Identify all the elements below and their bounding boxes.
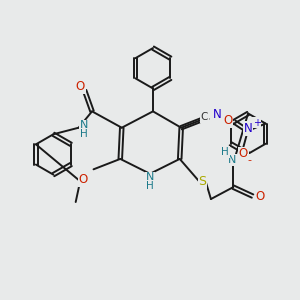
Text: +: + (253, 118, 261, 128)
Text: N: N (227, 155, 236, 165)
Text: H: H (221, 147, 229, 157)
Text: N: N (80, 120, 88, 130)
Text: N: N (213, 108, 222, 122)
Text: C: C (201, 112, 208, 122)
Text: H: H (146, 181, 154, 191)
Text: -: - (248, 155, 252, 165)
Text: H: H (80, 129, 88, 139)
Text: O: O (223, 114, 232, 127)
Text: O: O (255, 190, 265, 202)
Text: S: S (199, 175, 207, 188)
Text: N: N (146, 172, 154, 182)
Text: O: O (239, 147, 248, 161)
Text: O: O (76, 80, 85, 94)
Text: N: N (243, 122, 252, 135)
Text: O: O (79, 173, 88, 186)
